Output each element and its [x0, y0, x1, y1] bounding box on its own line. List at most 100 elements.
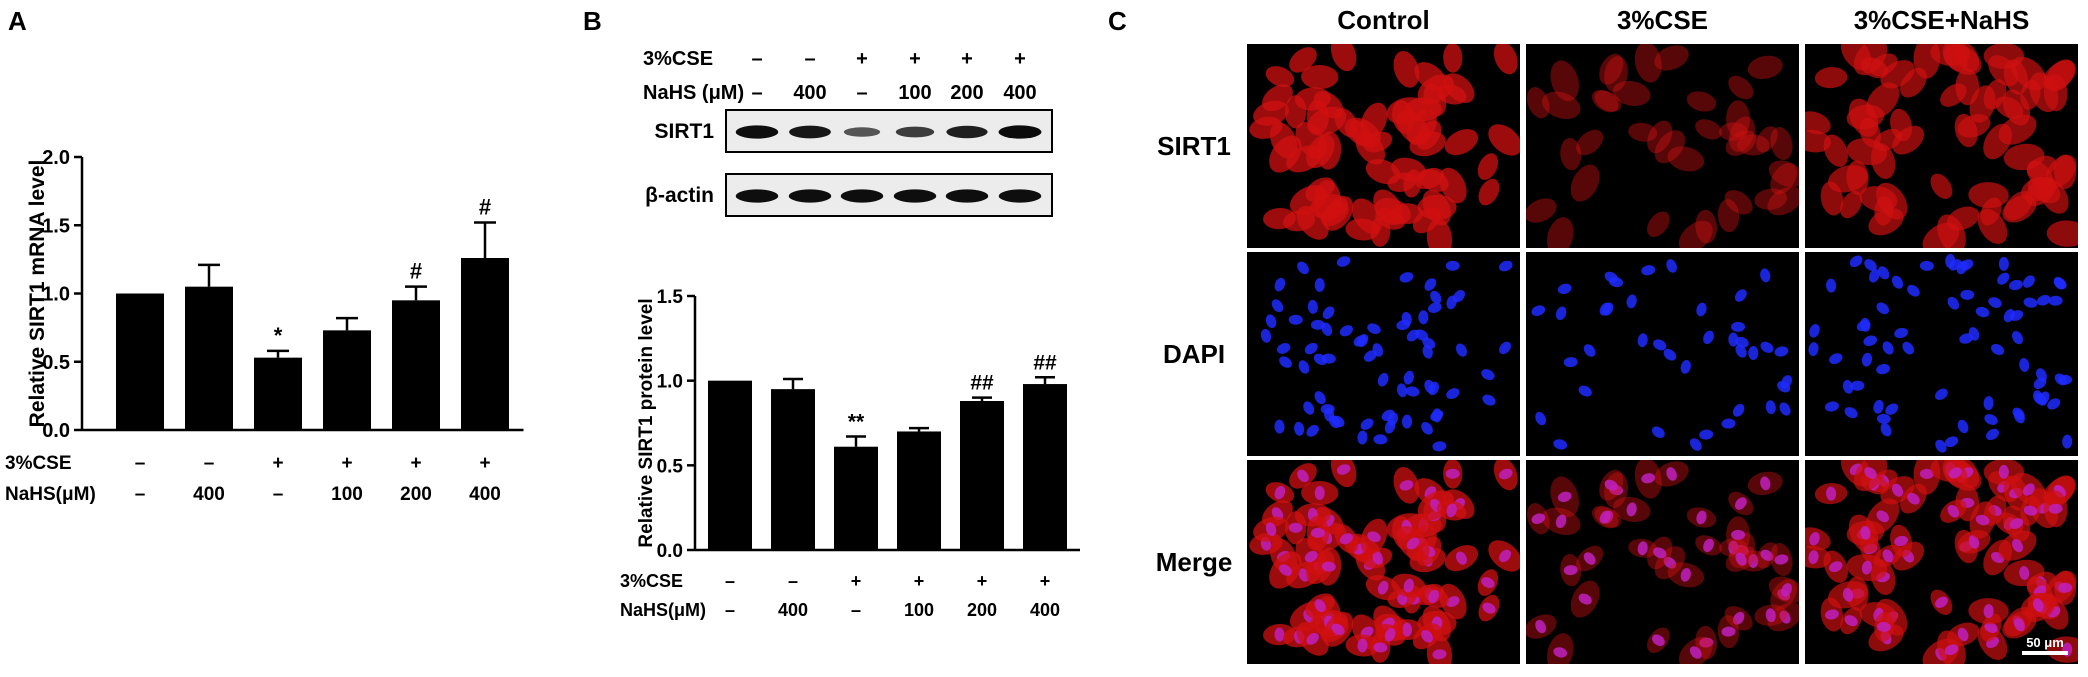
dapi-nucleus — [1274, 419, 1285, 434]
dapi-nucleus — [1984, 414, 1998, 425]
y-axis-title: Relative SIRT1 protein level — [636, 298, 657, 547]
blot-band — [843, 127, 881, 137]
dapi-nucleus — [1294, 421, 1305, 436]
dapi-nucleus — [1960, 259, 1974, 271]
panel-label-b: B — [583, 6, 602, 36]
dapi-nucleus — [2013, 410, 2025, 424]
sirt1-cell — [1334, 108, 1359, 138]
merge-nucleus — [1947, 504, 1960, 518]
sirt1-cell — [1570, 164, 1600, 202]
sirt1-cell — [1396, 110, 1430, 145]
dapi-nucleus — [1779, 402, 1791, 416]
merge-nucleus — [1421, 630, 1433, 643]
merge-nucleus — [1876, 621, 1891, 632]
merge-nucleus — [1696, 510, 1707, 525]
blot-band — [840, 189, 884, 203]
merge-nucleus — [1984, 622, 1998, 633]
sirt1-cell — [1591, 89, 1619, 113]
merge-nucleus — [2048, 503, 2063, 514]
dapi-nucleus — [1288, 314, 1303, 325]
condition-value: + — [272, 453, 283, 474]
dapi-nucleus — [1876, 363, 1890, 375]
dapi-nucleus — [1735, 344, 1747, 358]
dapi-nucleus — [1968, 327, 1980, 341]
blot-band — [998, 189, 1042, 203]
dapi-nucleus — [1331, 415, 1345, 428]
dapi-nucleus — [1986, 428, 1999, 441]
dapi-nucleus — [1760, 341, 1774, 353]
merge-nucleus — [1907, 492, 1920, 505]
blot-condition-value: 200 — [950, 82, 983, 104]
condition-value: 200 — [400, 484, 432, 505]
dapi-nucleus — [2009, 310, 2024, 321]
cell-layer — [1805, 460, 2078, 664]
sirt1-cell — [1541, 91, 1581, 120]
micrograph-dapi — [1526, 252, 1799, 456]
merge-nucleus — [1861, 560, 1873, 575]
sirt1-cell — [1301, 64, 1339, 89]
dapi-nucleus — [1297, 261, 1309, 275]
dapi-nucleus — [1666, 259, 1677, 273]
sirt1-cell — [1756, 126, 1778, 153]
condition-value: + — [851, 571, 862, 591]
merge-nucleus — [2058, 582, 2073, 593]
condition-value: – — [135, 484, 146, 505]
sirt1-cell — [1375, 207, 1405, 230]
condition-value: + — [341, 453, 352, 474]
blot-condition-value: + — [856, 48, 868, 70]
merge-nucleus — [1314, 599, 1326, 613]
condition-value: 400 — [1030, 600, 1060, 620]
sirt1-cell — [1900, 67, 1927, 98]
merge-nucleus — [1876, 510, 1889, 523]
dapi-nucleus — [1842, 379, 1854, 394]
cell-layer — [1531, 259, 1792, 451]
significance-label: * — [274, 323, 283, 348]
bar — [185, 286, 233, 430]
blot-band — [998, 125, 1042, 139]
sirt1-cell — [1443, 44, 1463, 73]
dapi-nucleus — [2058, 374, 2073, 385]
dapi-nucleus — [1869, 269, 1880, 283]
merge-nucleus — [1310, 527, 1325, 538]
dapi-nucleus — [1555, 306, 1567, 321]
merge-nucleus — [1481, 577, 1495, 589]
merge-nucleus — [1445, 468, 1460, 479]
sirt1-cell — [1436, 84, 1467, 105]
merge-nucleus — [1864, 467, 1877, 479]
blot-condition-label: 3%CSE — [643, 48, 713, 70]
sirt1-cell — [1754, 188, 1788, 210]
merge-nucleus — [1957, 627, 1969, 642]
sirt1-cell — [1937, 214, 1966, 248]
dapi-nucleus — [1553, 439, 1568, 450]
dapi-nucleus — [1731, 321, 1746, 332]
merge-nucleus — [1455, 551, 1467, 565]
sirt1-cell — [1604, 56, 1628, 93]
merge-nucleus — [1779, 610, 1791, 624]
merge-nucleus — [1735, 552, 1747, 566]
bar — [960, 400, 1004, 550]
merge-nucleus — [1860, 525, 1871, 540]
dapi-nucleus — [1372, 343, 1384, 357]
significance-label: # — [479, 195, 491, 220]
blot-band — [946, 125, 988, 139]
dapi-nucleus — [1849, 255, 1863, 268]
sirt1-cell — [1269, 135, 1302, 173]
blot-band — [735, 189, 779, 203]
dapi-nucleus — [1531, 305, 1546, 316]
merge-nucleus — [1934, 596, 1948, 609]
sirt1-cell — [1550, 60, 1579, 102]
dapi-nucleus — [1860, 317, 1871, 332]
dapi-nucleus — [1363, 350, 1377, 362]
sirt1-cell — [1365, 159, 1401, 185]
condition-value: 100 — [331, 484, 363, 505]
sirt1-cell — [1846, 104, 1885, 130]
merge-nucleus — [1894, 535, 1908, 547]
dapi-nucleus — [1384, 420, 1396, 434]
merge-nucleus — [1531, 513, 1546, 524]
blot-band — [945, 189, 989, 203]
sirt1-cell — [2043, 74, 2068, 112]
dapi-nucleus — [1876, 302, 1889, 315]
blot-condition-value: – — [751, 48, 762, 70]
merge-nucleus — [1663, 556, 1677, 569]
